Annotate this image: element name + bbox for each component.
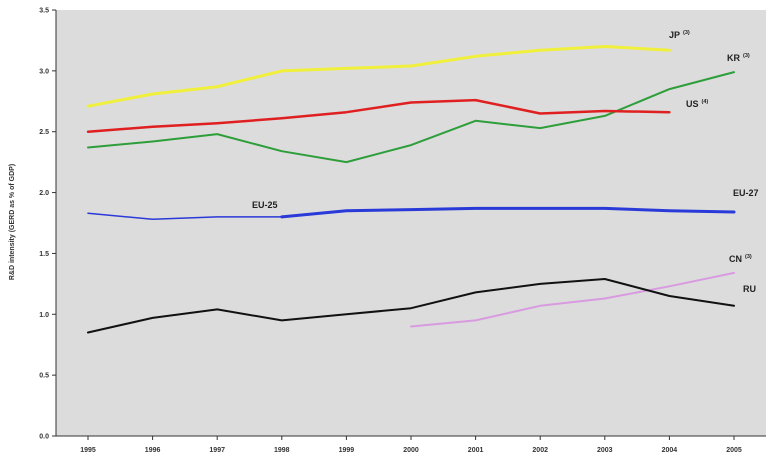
series-labels: JP (3) KR (3) US (4) EU-27 EU-25 CN (3) RU bbox=[252, 30, 759, 294]
series-line-kr bbox=[87, 71, 735, 164]
y-tick-label-2: 1.0 bbox=[39, 312, 49, 319]
series-line-eu bbox=[280, 206, 736, 219]
series-label-jp: JP (3) bbox=[669, 30, 690, 40]
series-line-cn bbox=[410, 271, 735, 328]
series-label-us: US (4) bbox=[686, 99, 708, 109]
tick-group: 0.0 0.5 1.0 1.5 2.0 2.5 3.0 3.5 1995 1996 1997 1998… bbox=[39, 8, 742, 455]
y-axis-label: R&D intensity (GERD as % of GDP) bbox=[9, 164, 16, 280]
x-tick-label-6: 2001 bbox=[468, 447, 484, 454]
y-tick-label-7: 3.5 bbox=[39, 8, 49, 15]
plot-area bbox=[56, 10, 766, 436]
y-tick-label-4: 2.0 bbox=[39, 190, 49, 197]
x-tick-label-4: 1999 bbox=[339, 447, 355, 454]
series-label-kr: KR (3) bbox=[727, 53, 750, 63]
series-label-eu: EU-27 bbox=[733, 188, 759, 198]
series-label-eu25: EU-25 bbox=[252, 200, 278, 210]
x-tick-label-3: 1998 bbox=[274, 447, 290, 454]
series-line-us bbox=[86, 98, 671, 133]
x-tick-label-10: 2005 bbox=[726, 447, 742, 454]
series-label-cn: CN (3) bbox=[729, 254, 752, 264]
x-tick-label-1: 1996 bbox=[145, 447, 161, 454]
y-tick-label-1: 0.5 bbox=[39, 373, 49, 380]
x-tick-label-7: 2002 bbox=[532, 447, 548, 454]
y-tick-label-6: 3.0 bbox=[39, 68, 49, 75]
x-tick-label-9: 2004 bbox=[662, 447, 678, 454]
series-line-eu25 bbox=[87, 212, 283, 221]
series-line-ru bbox=[87, 278, 735, 334]
y-tick-label-5: 2.5 bbox=[39, 129, 49, 136]
series-lines bbox=[86, 45, 736, 334]
x-tick-label-8: 2003 bbox=[597, 447, 613, 454]
series-line-jp bbox=[86, 45, 671, 108]
y-tick-label-3: 1.5 bbox=[39, 251, 49, 258]
x-tick-label-2: 1997 bbox=[209, 447, 225, 454]
y-tick-label-0: 0.0 bbox=[39, 434, 49, 441]
x-tick-label-5: 2000 bbox=[403, 447, 419, 454]
x-tick-label-0: 1995 bbox=[80, 447, 96, 454]
series-label-ru: RU bbox=[743, 284, 756, 294]
